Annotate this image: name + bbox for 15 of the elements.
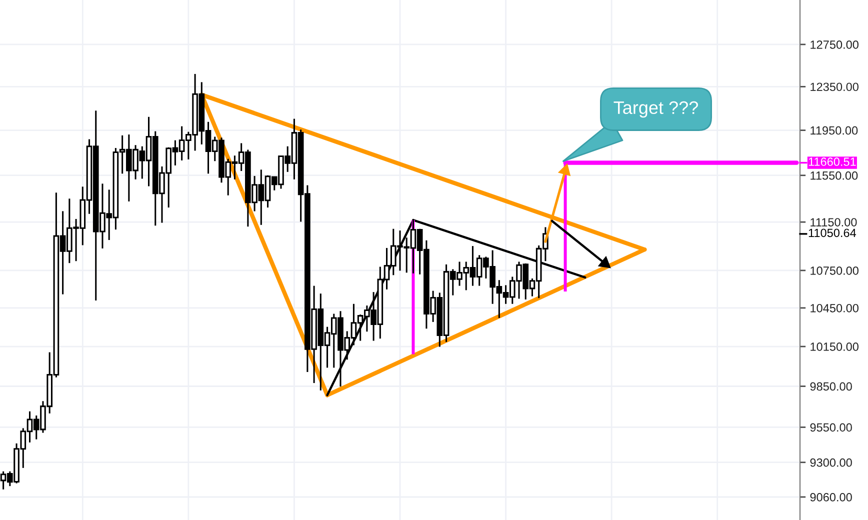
y-tick-label: 10150.00 <box>810 342 858 351</box>
y-tick-label: 11550.00 <box>810 171 858 180</box>
y-tick-label: 10750.00 <box>810 266 858 275</box>
y-tick-label: 9550.00 <box>810 423 852 432</box>
y-tick-label: 10450.00 <box>810 304 858 312</box>
y-tick-label: 11150.00 <box>810 218 857 226</box>
ref-line-label: 11050.64 <box>808 228 856 238</box>
y-tick-label: 9850.00 <box>810 382 852 391</box>
y-tick-label: 9060.00 <box>810 493 852 502</box>
annotation: Target ??? <box>614 101 698 118</box>
y-tick-label: 11950.00 <box>810 126 858 135</box>
y-tick-label: 9300.00 <box>810 458 852 467</box>
y-tick-label: 12350.00 <box>810 82 858 92</box>
ref-line-label: 11660.51 <box>808 158 856 166</box>
y-tick-label: 12750.00 <box>810 40 858 49</box>
